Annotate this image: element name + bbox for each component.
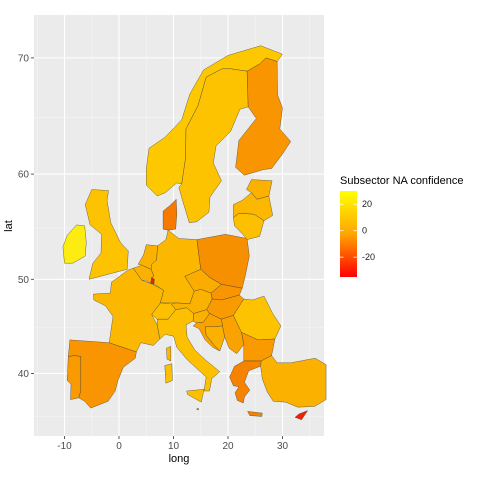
region-france [166, 346, 171, 362]
legend-tick-label: 20 [362, 199, 372, 209]
axes: -10 0 10 20 30 40 50 60 70 [18, 53, 289, 452]
region-france [93, 268, 164, 353]
y-tick-label: 70 [18, 53, 30, 64]
x-tick-label: -10 [57, 441, 72, 452]
region-italy [186, 389, 205, 403]
region-sweden [178, 68, 249, 223]
region-united-kingdom [85, 189, 129, 280]
y-tick-label: 40 [18, 369, 30, 380]
region-bosnia-and-herzegovina [204, 325, 225, 352]
region-turkey [260, 355, 327, 408]
region-malta [196, 408, 199, 410]
legend-tick-label: 0 [362, 226, 367, 236]
x-tick-label: 10 [168, 441, 180, 452]
region-cyprus [294, 410, 308, 420]
legend: Subsector NA confidence 20 0 -20 [340, 175, 464, 277]
region-spain [68, 339, 137, 409]
legend-title: Subsector NA confidence [340, 175, 464, 187]
x-tick-label: 0 [116, 441, 122, 452]
legend-colorbar [340, 191, 357, 277]
x-tick-label: 20 [222, 441, 234, 452]
region-greece [229, 360, 263, 404]
legend-ticks: 20 0 -20 [340, 199, 375, 262]
legend-tick-label: -20 [362, 252, 375, 262]
region-finland [235, 57, 291, 176]
x-tick-label: 30 [277, 441, 289, 452]
y-tick-label: 60 [18, 170, 30, 181]
x-axis-title: long [169, 453, 190, 465]
y-axis-title: lat [3, 220, 15, 232]
region-lithuania [233, 213, 265, 240]
region-italy [164, 363, 173, 384]
region-ireland [62, 224, 87, 264]
region-greece [247, 411, 263, 417]
y-tick-label: 50 [18, 275, 30, 286]
map-regions [62, 45, 327, 420]
region-denmark [162, 199, 177, 231]
